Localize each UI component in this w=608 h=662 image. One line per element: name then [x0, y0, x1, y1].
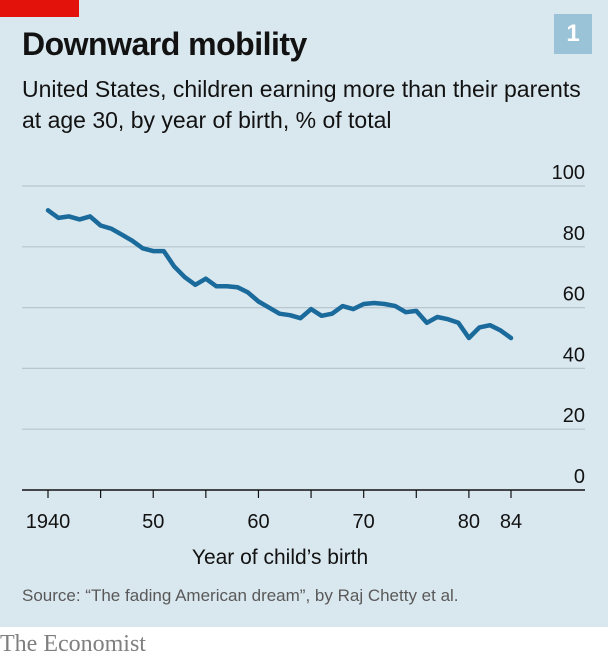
line-chart: 0 20 40 60 80 100 1940 50 60 70 80 84 Year of chil… — [22, 162, 585, 569]
chart-subtitle: United States, children earning more tha… — [22, 76, 581, 133]
series-line — [45, 208, 514, 341]
x-ticks: 1940 50 60 70 80 84 — [26, 490, 522, 533]
chart-number-badge: 1 — [554, 14, 592, 54]
x-tick-label: 80 — [458, 511, 480, 533]
y-tick-label: 0 — [574, 466, 585, 488]
y-tick-label: 100 — [552, 162, 585, 184]
economist-logo-text: The Economist — [0, 631, 146, 657]
y-tick-labels: 0 20 40 60 80 100 — [552, 162, 585, 488]
x-tick-label: 50 — [142, 511, 164, 533]
chart-title: Downward mobility — [22, 26, 307, 62]
y-tick-label: 20 — [563, 405, 585, 427]
y-tick-label: 60 — [563, 284, 585, 306]
source-note: Source: “The fading American dream”, by … — [22, 586, 459, 605]
y-tick-label: 40 — [563, 344, 585, 366]
x-tick-label: 1940 — [26, 511, 71, 533]
gridlines — [22, 185, 585, 491]
x-tick-label: 60 — [247, 511, 269, 533]
series-layer — [45, 208, 514, 341]
x-axis-label: Year of child’s birth — [192, 546, 368, 569]
x-tick-label: 84 — [500, 511, 522, 533]
y-tick-label: 80 — [563, 223, 585, 245]
brand-red-tag — [0, 0, 79, 17]
x-tick-label: 70 — [353, 511, 375, 533]
